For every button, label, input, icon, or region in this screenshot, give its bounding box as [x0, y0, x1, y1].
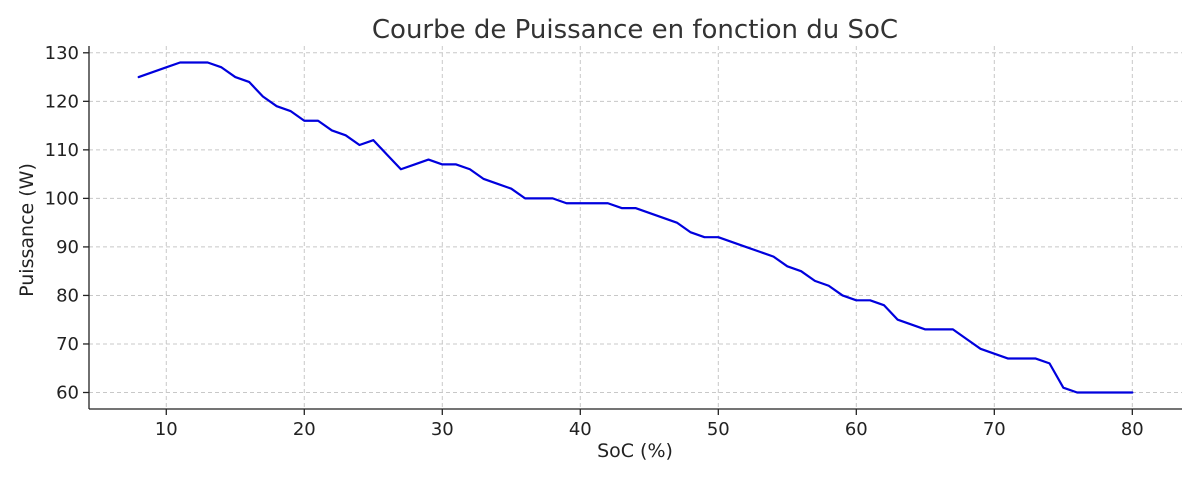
x-tick-label: 70: [983, 419, 1006, 440]
y-tick-label: 60: [56, 383, 79, 404]
x-tick-label: 80: [1121, 419, 1144, 440]
series-line-0: [137, 61, 1134, 394]
y-tick-label: 70: [56, 334, 79, 355]
y-tick-label: 80: [56, 285, 79, 306]
y-tick-label: 130: [45, 43, 79, 64]
x-tick-label: 50: [707, 419, 730, 440]
x-tick-label: 10: [155, 419, 178, 440]
y-tick-label: 120: [45, 91, 79, 112]
x-tick-label: 20: [293, 419, 316, 440]
axes: [88, 46, 1182, 410]
x-tick-label: 30: [431, 419, 454, 440]
series-layer: [137, 61, 1134, 394]
ticks: 10 20 30 40 50 60 70 80 60 70 80 90 100 110 120 130: [45, 43, 1144, 440]
y-axis-label: Puissance (W): [16, 163, 38, 297]
grid: [89, 46, 1182, 409]
x-axis-label: SoC (%): [597, 440, 673, 462]
y-tick-label: 90: [56, 237, 79, 258]
y-tick-label: 110: [45, 140, 79, 161]
chart-title: Courbe de Puissance en fonction du SoC: [372, 15, 898, 45]
x-tick-label: 40: [569, 419, 592, 440]
x-tick-label: 60: [845, 419, 868, 440]
y-tick-label: 100: [45, 188, 79, 209]
